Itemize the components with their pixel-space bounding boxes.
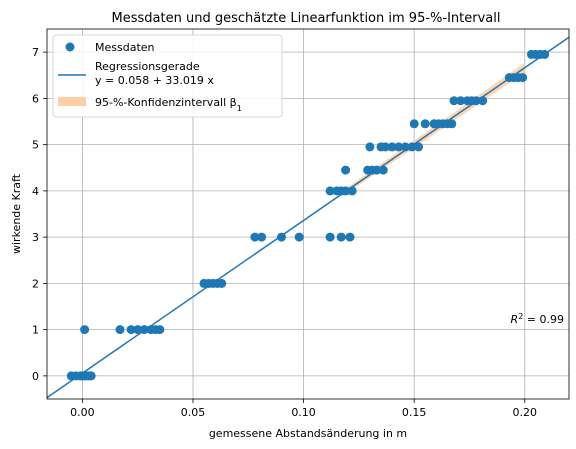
y-tick-label: 0 [32,370,39,383]
data-point [86,371,96,381]
data-point [294,232,304,242]
data-point [394,142,404,152]
data-point [115,325,125,335]
data-point [372,165,382,175]
data-point [400,142,410,152]
legend-label-regression-equation: y = 0.058 + 33.019 x [95,74,214,87]
x-tick-label: 0.00 [70,406,95,419]
data-point [471,96,481,106]
y-tick-label: 1 [32,324,39,337]
data-point [540,49,550,59]
legend-box [52,34,283,118]
r-squared-superscript: 2 [518,312,523,321]
legend-marker-messdaten [65,42,75,52]
y-tick-label: 7 [32,46,39,59]
y-tick-label: 2 [32,277,39,290]
y-axis-title: wirkende Kraft [10,173,23,254]
data-point [341,165,351,175]
y-tick-label: 6 [32,92,39,105]
data-point [345,232,355,242]
chart-title: Messdaten und geschätzte Linearfunktion … [112,11,501,26]
legend-label-messdaten: Messdaten [95,41,155,54]
legend: Messdaten Regressionsgerade y = 0.058 + … [52,34,283,118]
data-point [378,165,388,175]
y-tick-label: 4 [32,185,39,198]
y-tick-label: 5 [32,139,39,152]
legend-label-band-subscript: 1 [237,104,242,113]
data-point [250,232,260,242]
data-point [478,96,488,106]
data-point [387,142,397,152]
y-tick-label: 3 [32,231,39,244]
data-point [420,119,430,129]
data-point [336,232,346,242]
data-point [126,325,136,335]
data-point [347,186,357,196]
legend-label-regression: Regressionsgerade [95,60,200,73]
data-point [139,325,149,335]
data-point [456,96,466,106]
data-point [518,73,528,83]
data-point [449,96,459,106]
data-point [414,142,424,152]
data-point [380,142,390,152]
data-point [325,232,335,242]
x-tick-label: 0.10 [291,406,316,419]
legend-marker-band [58,97,86,106]
data-point [155,325,165,335]
data-point [409,119,419,129]
data-point [325,186,335,196]
x-tick-label: 0.15 [402,406,427,419]
axis-ticks: 0.00 0.05 0.10 0.15 0.20 0 1 2 3 4 5 6 7 [32,46,537,419]
data-point [407,142,417,152]
r-squared-symbol: R [511,313,519,326]
r-squared-annotation: R2 = 0.99 [511,312,564,327]
data-point [80,325,90,335]
data-point [217,278,227,288]
confidence-band-area [347,62,525,193]
r-squared-value: = 0.99 [523,313,564,326]
legend-label-band: 95-%-Konfidenzintervall β1 [95,96,242,113]
legend-label-band-main: 95-%-Konfidenzintervall β [95,96,237,109]
confidence-band [347,62,525,193]
r-squared-text: R2 = 0.99 [511,312,564,327]
x-tick-label: 0.20 [513,406,538,419]
data-point [277,232,286,242]
data-points [66,49,550,381]
data-point [341,186,351,196]
data-point [447,119,457,129]
data-point [133,325,143,335]
plot-frame [46,28,570,400]
x-axis-title: gemessene Abstandsänderung in m [209,427,407,440]
data-point [365,142,375,152]
x-tick-label: 0.05 [181,406,206,419]
data-point [257,232,267,242]
